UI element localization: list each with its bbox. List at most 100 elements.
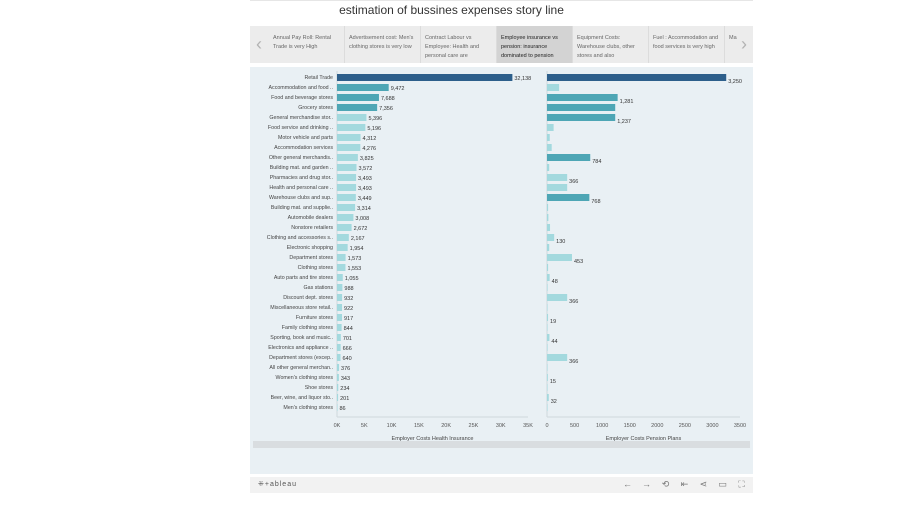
pension-plan-bar (547, 164, 550, 171)
health-insurance-value-label: 3,008 (355, 216, 369, 222)
story-point-caption: Contract Labour vs Employee: Health and … (425, 35, 480, 59)
health-insurance-bar (337, 384, 339, 391)
→-icon[interactable]: → (642, 479, 651, 489)
category-label: Men's clothing stores (283, 405, 333, 411)
health-insurance-bar (337, 374, 339, 381)
health-insurance-bar (337, 154, 358, 161)
health-insurance-value-label: 234 (340, 386, 349, 392)
pension-plan-value-label: 768 (591, 199, 600, 205)
health-insurance-value-label: 9,472 (391, 86, 405, 92)
pension-plan-bar (547, 364, 548, 371)
health-insurance-value-label: 1,055 (345, 276, 359, 282)
pension-plan-bar (547, 294, 568, 301)
category-label: Automobile dealers (288, 215, 334, 221)
health-insurance-bar (337, 314, 343, 321)
health-insurance-value-label: 5,196 (367, 126, 381, 132)
health-insurance-value-label: 201 (340, 396, 349, 402)
health-insurance-bar (337, 94, 379, 101)
category-label: Department stores (289, 255, 333, 261)
category-label: All other general merchan.. (269, 365, 333, 371)
pension-plan-bar (547, 214, 549, 221)
health-insurance-bar (337, 184, 357, 191)
next-point-button[interactable]: › (741, 34, 747, 54)
health-insurance-value-label: 5,396 (368, 116, 382, 122)
pension-plan-bar (547, 344, 548, 351)
health-insurance-bar (337, 244, 348, 251)
health-insurance-bar (337, 224, 352, 231)
health-insurance-bar (337, 274, 343, 281)
health-insurance-bar (337, 254, 346, 261)
pension-plan-bar (547, 134, 550, 141)
health-insurance-bar (337, 134, 361, 141)
story-point-tab[interactable]: Annual Pay Roll: Rental Trade is very Hi… (269, 26, 345, 63)
category-label: Beer, wine, and liquor sto.. (271, 395, 333, 401)
category-label: Grocery stores (298, 105, 333, 111)
category-label: Electronic shopping (287, 245, 333, 251)
pension-plan-bar (547, 204, 549, 211)
health-insurance-value-label: 4,312 (363, 136, 377, 142)
category-label: Clothing stores (298, 265, 334, 271)
health-insurance-bar (337, 84, 389, 91)
health-insurance-bar (337, 124, 366, 131)
pension-plan-bar (547, 254, 572, 261)
health-insurance-value-label: 3,493 (358, 176, 372, 182)
pension-plan-bar (547, 154, 591, 161)
pension-x-tick-label: 3500 (734, 423, 746, 429)
story-point-tab[interactable]: Equipment Costs: Warehouse clubs, other … (573, 26, 649, 63)
story-point-tab[interactable]: Contract Labour vs Employee: Health and … (421, 26, 497, 63)
pension-plan-bar (547, 334, 550, 341)
pension-plan-value-label: 1,237 (617, 119, 631, 125)
health-insurance-bar (337, 174, 357, 181)
pension-plan-value-label: 366 (569, 179, 578, 185)
⇤-icon[interactable]: ⇤ (680, 479, 689, 489)
story-point-tab[interactable]: Fuel : Accommodation and food services i… (649, 26, 725, 63)
←-icon[interactable]: ← (623, 479, 632, 489)
pension-plan-bar (547, 404, 548, 411)
story-point-tab[interactable]: Ma Su an (725, 26, 737, 63)
health-insurance-bar (337, 354, 341, 361)
previous-point-button[interactable]: ‹ (256, 34, 262, 54)
↻-icon[interactable]: ⟲ (661, 479, 670, 489)
category-label: Women's clothing stores (276, 375, 334, 381)
horizontal-scrollbar[interactable] (253, 441, 750, 448)
story-point-caption: Advertisement cost: Men's clothing store… (349, 35, 414, 50)
health-x-axis-title: Employer Costs Health Insurance (392, 436, 474, 442)
category-label: Motor vehicle and parts (278, 135, 333, 141)
category-label: Shoe stores (305, 385, 334, 391)
pension-plan-bar (547, 174, 568, 181)
health-insurance-bar (337, 404, 338, 411)
pension-plan-value-label: 15 (550, 379, 556, 385)
story-point-tab[interactable]: Employee insurance vs pension: insurance… (497, 26, 573, 63)
pension-plan-bar (547, 274, 550, 281)
health-insurance-bar (337, 214, 354, 221)
comment-icon[interactable]: ▭ (718, 479, 727, 489)
story-point-tab[interactable]: Advertisement cost: Men's clothing store… (345, 26, 421, 63)
health-insurance-value-label: 343 (341, 376, 350, 382)
pension-x-tick-label: 1500 (624, 423, 636, 429)
category-label: Pharmacies and drug stor.. (270, 175, 333, 181)
pension-plan-bar (547, 284, 548, 291)
pension-plan-bar (547, 374, 548, 381)
pension-plan-value-label: 32 (551, 399, 557, 405)
pension-plan-bar (547, 94, 618, 101)
health-insurance-value-label: 1,553 (347, 266, 361, 272)
health-x-tick-label: 10K (387, 423, 397, 429)
health-insurance-value-label: 4,276 (362, 146, 376, 152)
pension-plan-value-label: 1,281 (620, 99, 634, 105)
pension-plan-value-label: 3,250 (728, 79, 742, 85)
pension-plan-bar (547, 384, 548, 391)
health-insurance-value-label: 844 (344, 326, 353, 332)
pension-plan-bar (547, 244, 550, 251)
health-insurance-value-label: 3,314 (357, 206, 371, 212)
health-insurance-bar (337, 324, 342, 331)
category-label: Electronics and appliance .. (268, 345, 333, 351)
health-insurance-value-label: 3,825 (360, 156, 374, 162)
fullscreen-icon[interactable]: ⛶ (738, 479, 745, 489)
share-icon[interactable]: ⋖ (699, 479, 708, 489)
page-title: estimation of bussines expenses story li… (339, 3, 564, 17)
pension-x-tick-label: 2500 (679, 423, 691, 429)
story-point-caption: Ma Su an (729, 35, 737, 41)
pension-plan-value-label: 130 (556, 239, 565, 245)
health-insurance-bar (337, 284, 343, 291)
